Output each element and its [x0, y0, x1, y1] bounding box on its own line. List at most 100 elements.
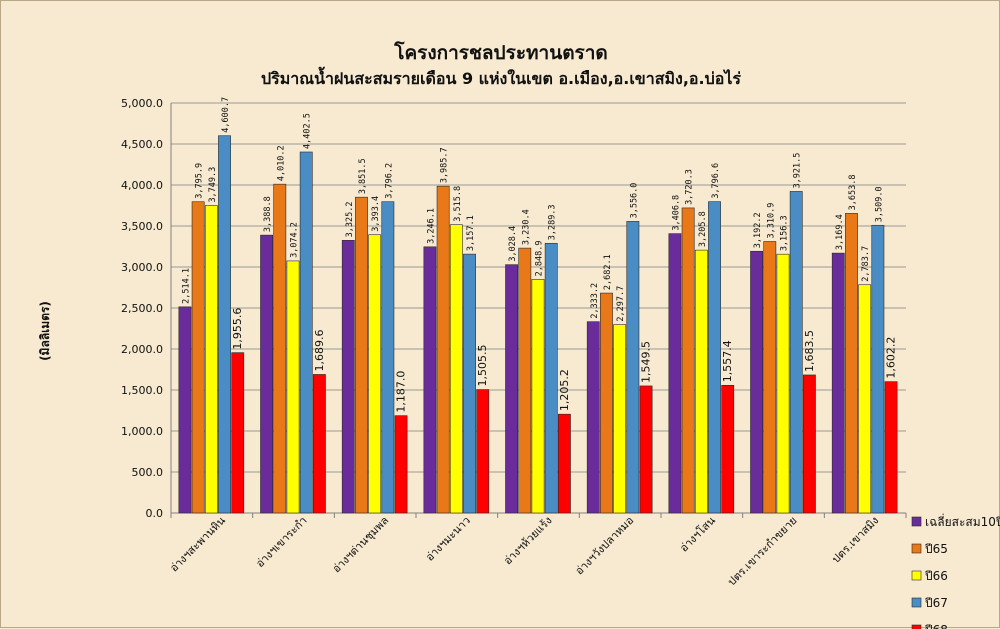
category-label: อ่างฯห้วยแร้ง: [501, 514, 554, 567]
y-tick-label: 2,500.0: [121, 302, 163, 315]
data-label: 3,796.6: [711, 163, 721, 199]
bar: [613, 324, 627, 514]
legend-swatch: [911, 516, 922, 527]
y-tick-label: 5,000.0: [121, 97, 163, 110]
data-label: 3,156.3: [780, 215, 790, 251]
bar: [436, 185, 450, 514]
data-label: 3,749.3: [208, 167, 218, 203]
data-label: 3,985.7: [440, 147, 450, 183]
bar: [286, 260, 300, 514]
data-label: 1,689.6: [313, 329, 326, 371]
data-label: 3,169.4: [835, 214, 845, 250]
bar: [694, 249, 708, 514]
bar: [600, 292, 613, 514]
bar: [858, 284, 872, 514]
bar: [750, 250, 763, 514]
data-label: 1,549.5: [640, 341, 653, 383]
data-label: 3,796.2: [384, 163, 394, 199]
data-label: 3,653.8: [848, 175, 858, 211]
y-tick-label: 0.0: [146, 507, 164, 520]
data-label: 2,514.1: [181, 268, 191, 304]
data-label: 1,955.6: [231, 308, 244, 350]
data-label: 3,556.0: [629, 183, 639, 219]
data-label: 3,157.1: [466, 215, 476, 251]
bar: [505, 264, 518, 514]
data-label: 2,783.7: [861, 246, 871, 282]
data-label: 2,682.1: [603, 254, 613, 290]
legend-swatch: [911, 543, 922, 554]
bar: [191, 201, 205, 514]
bar: [721, 384, 735, 514]
category-label: อ่างฯวังปลาหมอ: [573, 514, 637, 578]
data-label: 2,333.2: [590, 283, 600, 319]
data-label: 2,297.7: [616, 286, 626, 322]
category-label: อ่างฯมะนาว: [423, 514, 473, 564]
data-label: 3,074.2: [290, 222, 300, 258]
bar: [463, 253, 476, 514]
bar: [626, 221, 640, 514]
data-label: 3,515.8: [453, 186, 463, 222]
data-label: 3,921.5: [793, 153, 803, 189]
data-label: 1,187.0: [395, 371, 408, 413]
y-tick-label: 4,000.0: [121, 179, 163, 192]
chart-title: โครงการชลประทานตราด: [393, 41, 608, 64]
data-label: 3,393.4: [371, 196, 381, 232]
data-label: 4,010.2: [276, 145, 286, 181]
data-label: 3,230.4: [521, 209, 531, 245]
data-label: 3,851.5: [358, 158, 368, 194]
data-label: 3,325.2: [345, 202, 355, 238]
category-label: อ่างฯโสน: [677, 513, 719, 555]
data-label: 3,289.3: [548, 204, 558, 240]
category-label: ปตร.เขาระกำขยาย: [725, 514, 799, 588]
bar: [260, 234, 273, 514]
bar: [299, 151, 313, 514]
y-tick-label: 500.0: [132, 466, 164, 479]
bar: [586, 321, 600, 514]
data-label: 3,310.9: [766, 203, 776, 239]
bar: [218, 135, 231, 514]
data-label: 2,848.9: [535, 241, 545, 277]
data-label: 1,505.5: [476, 345, 489, 387]
bar: [178, 306, 192, 514]
bar: [668, 233, 682, 514]
bar: [531, 279, 545, 514]
category-label: ปตร.เขาสมิง: [829, 514, 881, 566]
bar: [368, 234, 382, 514]
bar: [789, 191, 803, 514]
data-label: 3,406.8: [671, 195, 681, 231]
data-label: 1,602.2: [885, 337, 898, 379]
category-label: อ่างฯสะพานหิน: [167, 514, 228, 575]
bar: [423, 246, 437, 514]
bar: [681, 207, 695, 514]
legend-label: ปี65: [924, 542, 947, 556]
bar: [884, 381, 898, 514]
bar: [831, 252, 845, 514]
chart-subtitle: ปริมาณน้ำฝนสะสมรายเดือน 9 แห่งในเขต อ.เม…: [261, 66, 741, 88]
bar: [476, 389, 490, 514]
data-label: 3,720.3: [685, 169, 695, 205]
data-label: 3,205.8: [698, 211, 708, 247]
legend-label: ปี67: [924, 596, 947, 610]
bar: [312, 374, 326, 514]
y-tick-label: 4,500.0: [121, 138, 163, 151]
bar: [518, 247, 532, 514]
bar: [273, 183, 287, 514]
bar: [708, 201, 721, 514]
bar: [204, 205, 218, 514]
bar: [871, 224, 885, 514]
bar: [394, 415, 408, 514]
y-tick-label: 3,500.0: [121, 220, 163, 233]
y-tick-label: 1,000.0: [121, 425, 163, 438]
bar: [231, 352, 245, 514]
data-label: 4,402.5: [303, 113, 313, 149]
legend-swatch: [911, 570, 922, 581]
bar: [449, 224, 463, 514]
legend-label: ปี66: [924, 569, 947, 583]
legend-swatch: [911, 624, 922, 629]
bar: [802, 374, 816, 514]
plot-area: 0.0 500.0 1,000.0 1,500.0 2,000.0 2,500.0 3,00…: [121, 97, 907, 588]
y-axis-label: (มิลลิเมตร): [38, 301, 52, 361]
y-tick-label: 2,000.0: [121, 343, 163, 356]
